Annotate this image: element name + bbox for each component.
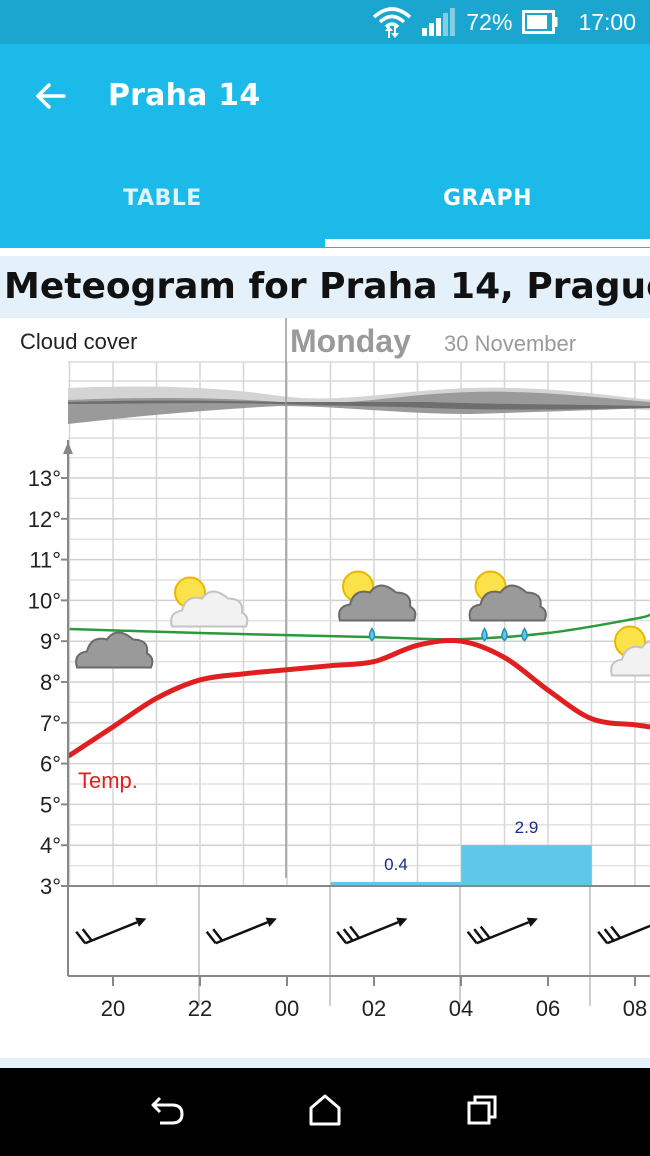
meteogram-title-band: Meteogram for Praha 14, Prague (Cz bbox=[0, 256, 650, 318]
meteogram-panel: Meteogram for Praha 14, Prague (Cz Cloud… bbox=[0, 248, 650, 1068]
y-tick-label: 6° bbox=[40, 752, 61, 777]
cloud-cover-band bbox=[68, 386, 650, 424]
y-tick-label: 7° bbox=[40, 711, 61, 736]
app-bar: Praha 14 bbox=[0, 44, 650, 148]
y-tick-label: 10° bbox=[28, 588, 61, 613]
recents-icon bbox=[466, 1094, 498, 1131]
cloudy-icon bbox=[75, 631, 154, 669]
y-tick-label: 5° bbox=[40, 792, 61, 817]
arrow-left-icon bbox=[34, 82, 66, 115]
back-button[interactable] bbox=[24, 72, 76, 124]
y-tick-label: 9° bbox=[40, 629, 61, 654]
y-tick-label: 3° bbox=[40, 874, 61, 899]
panel-bottom-band bbox=[0, 1058, 650, 1068]
battery-percent: 72% bbox=[466, 8, 513, 35]
wind-barb-icon bbox=[205, 917, 277, 945]
signal-icon bbox=[422, 8, 456, 36]
y-tick-label: 4° bbox=[40, 833, 61, 858]
status-bar: 72% 17:00 bbox=[0, 0, 650, 44]
temperature-line bbox=[67, 637, 650, 758]
wifi-icon bbox=[372, 5, 412, 39]
back-icon bbox=[150, 1094, 186, 1131]
wind-barb-icon bbox=[597, 921, 650, 945]
system-nav-bar bbox=[0, 1068, 650, 1156]
date-label: 30 November bbox=[444, 331, 576, 356]
tab-bar: TABLE GRAPH bbox=[0, 148, 650, 248]
partly-cloudy-icon bbox=[610, 625, 650, 677]
nav-recents-button[interactable] bbox=[452, 1082, 512, 1142]
precipitation-bar bbox=[461, 845, 592, 886]
x-tick-label: 00 bbox=[275, 996, 299, 1021]
battery-icon bbox=[522, 10, 558, 34]
meteogram-title: Meteogram for Praha 14, Prague (Cz bbox=[4, 266, 650, 307]
day-label: Monday bbox=[290, 323, 411, 359]
precipitation-label: 0.4 bbox=[384, 855, 408, 874]
x-tick-label: 08 bbox=[623, 996, 647, 1021]
dew-point-line bbox=[69, 613, 650, 641]
tab-graph[interactable]: GRAPH bbox=[442, 185, 533, 211]
x-tick-label: 06 bbox=[536, 996, 560, 1021]
home-icon bbox=[308, 1094, 342, 1131]
precipitation-label: 2.9 bbox=[515, 818, 539, 837]
cloud-cover-label: Cloud cover bbox=[20, 329, 137, 354]
wind-barb-icon bbox=[466, 917, 538, 945]
tab-indicator bbox=[325, 239, 650, 247]
partly-cloudy-icon bbox=[170, 576, 249, 628]
cloud-rain-icon bbox=[468, 570, 547, 642]
x-tick-label: 04 bbox=[449, 996, 473, 1021]
precipitation-bar bbox=[330, 881, 462, 886]
wind-barb-icon bbox=[336, 917, 408, 945]
y-tick-label: 12° bbox=[28, 507, 61, 532]
tab-table[interactable]: TABLE bbox=[123, 185, 202, 211]
nav-home-button[interactable] bbox=[295, 1082, 355, 1142]
x-tick-label: 02 bbox=[362, 996, 386, 1021]
app-title: Praha 14 bbox=[108, 78, 261, 113]
x-tick-label: 22 bbox=[188, 996, 212, 1021]
cloud-light-rain-icon bbox=[338, 570, 417, 642]
y-tick-label: 8° bbox=[40, 670, 61, 695]
y-tick-label: 11° bbox=[29, 548, 61, 573]
meteogram-chart[interactable]: Cloud cover Monday 30 November 0.4 2.9 3°… bbox=[0, 318, 650, 1058]
y-tick-label: 13° bbox=[28, 466, 61, 491]
temperature-series-label: Temp. bbox=[78, 768, 138, 793]
nav-back-button[interactable] bbox=[138, 1082, 198, 1142]
wind-barb-icon bbox=[75, 917, 147, 945]
x-tick-label: 20 bbox=[101, 996, 125, 1021]
clock: 17:00 bbox=[578, 8, 636, 35]
